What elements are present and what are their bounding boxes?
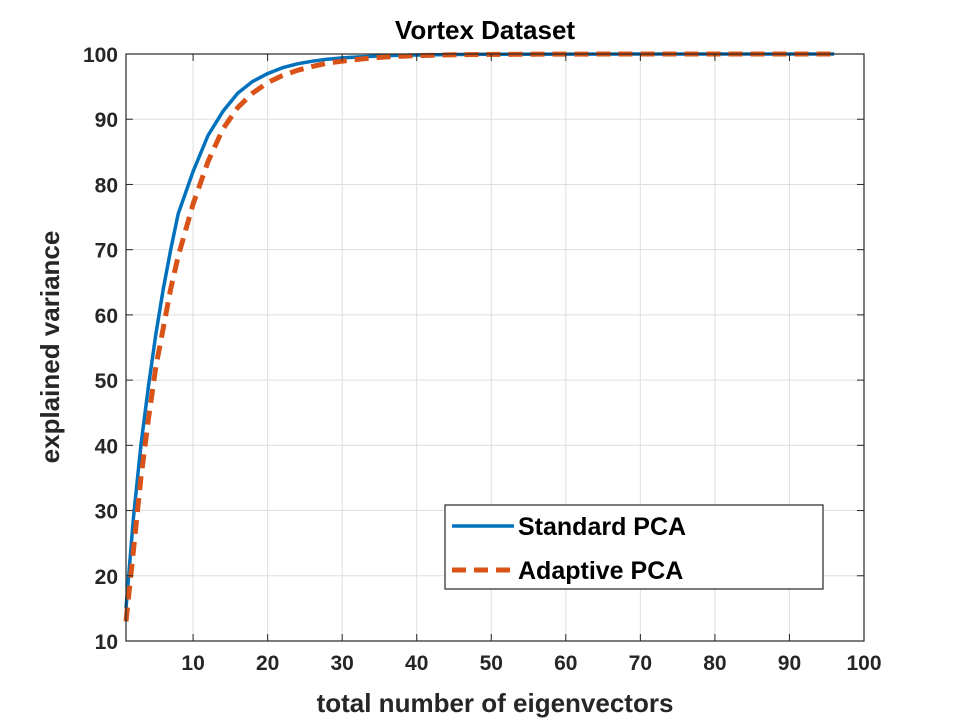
y-tick-label: 10 [95, 631, 118, 654]
chart-title: Vortex Dataset [395, 15, 575, 45]
legend-label-adaptive-pca: Adaptive PCA [518, 557, 683, 585]
x-tick-label: 20 [256, 652, 279, 675]
x-tick-label: 70 [629, 652, 652, 675]
x-tick-label: 30 [331, 652, 354, 675]
x-tick-label: 10 [181, 652, 204, 675]
x-tick-label: 60 [554, 652, 577, 675]
y-tick-label: 100 [83, 44, 118, 67]
axes-frame [125, 53, 865, 642]
y-tick-label: 90 [95, 109, 118, 132]
y-tick-label: 70 [95, 240, 118, 263]
y-axis-label: explained variance [35, 231, 65, 464]
y-tick-label: 40 [95, 435, 118, 458]
x-tick-label: 90 [778, 652, 801, 675]
x-tick-labels: 10 20 30 40 50 60 70 80 90 100 [181, 652, 881, 675]
tick-marks [126, 53, 865, 642]
x-axis-label: total number of eigenvectors [317, 688, 674, 718]
legend: Standard PCA Adaptive PCA [444, 504, 824, 590]
y-tick-label: 20 [95, 566, 118, 589]
x-tick-label: 50 [480, 652, 503, 675]
x-tick-label: 40 [405, 652, 428, 675]
y-tick-label: 80 [95, 174, 118, 197]
x-tick-label: 80 [703, 652, 726, 675]
y-tick-label: 30 [95, 501, 118, 524]
legend-box [444, 504, 824, 590]
legend-label-standard-pca: Standard PCA [518, 513, 686, 541]
y-tick-label: 60 [95, 305, 118, 328]
y-tick-label: 50 [95, 370, 118, 393]
y-tick-labels: 10 20 30 40 50 60 70 80 90 100 [83, 44, 118, 654]
x-tick-label: 100 [846, 652, 881, 675]
